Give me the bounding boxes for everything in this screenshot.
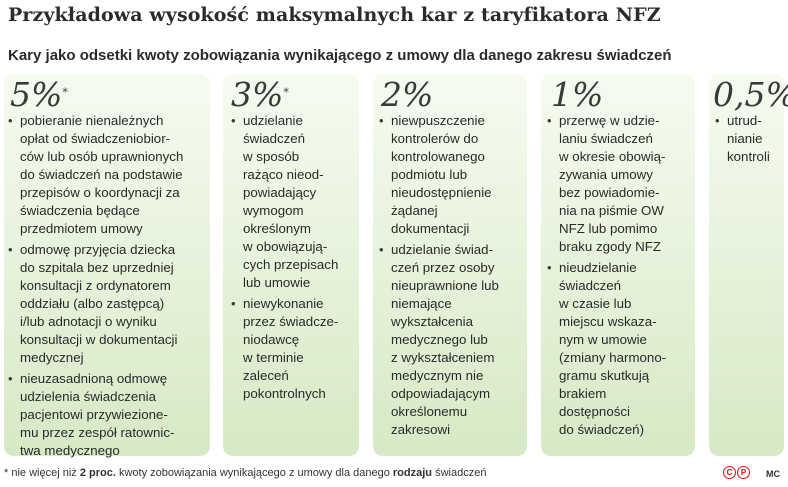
- list-item: • przerwę w udzie- laniu świadczeń w okre…: [547, 113, 666, 254]
- footnote-mark: *: [283, 86, 289, 99]
- author-initials: MC: [766, 469, 780, 479]
- penalty-column-1: 1% • przerwę w udzie- laniu świadczeń w o…: [541, 74, 695, 456]
- list-item: • niewykonanie przez świadcze- niodawcę w…: [231, 296, 339, 401]
- percent-heading: 0,5%: [713, 75, 788, 114]
- list-item: • udzielanie świad- czeń przez osoby nieu…: [379, 242, 499, 437]
- penalty-column-0-5: 0,5% •utrud- nianie kontroli: [709, 74, 788, 456]
- list-item: • pobieranie nienależnych opłat od świadc…: [8, 113, 184, 236]
- percent-heading: 3%*: [231, 75, 289, 114]
- infographic-title: Przykładowa wysokość maksymalnych kar z …: [8, 4, 661, 26]
- list-item: • nieudzielanie świadczeń w czasie lub mi…: [547, 260, 667, 437]
- percent-heading: 1%: [551, 75, 604, 114]
- footnote-mark: *: [62, 86, 68, 99]
- percent-heading: 5%*: [10, 75, 68, 114]
- percent-heading: 2%: [381, 75, 434, 114]
- penalty-column-3: 3%* • udzielanie świadczeń w sposób rażąc…: [223, 74, 359, 456]
- list-item: • odmowę przyjęcia dziecka do szpitala be…: [8, 242, 178, 365]
- list-item: • niewpuszczenie kontrolerów do kontrolow…: [379, 113, 492, 236]
- penalty-column-5: 5%* • pobieranie nienależnych opłat od św…: [4, 74, 210, 458]
- list-item: • udzielanie świadczeń w sposób rażąco ni…: [231, 113, 339, 290]
- list-item: • nieuzasadnioną odmowę udzielenia świadc…: [8, 371, 175, 458]
- footnote: * nie więcej niż 2 proc. kwoty zobowiąza…: [4, 467, 487, 479]
- infographic-subtitle: Kary jako odsetki kwoty zobowiązania wyn…: [8, 47, 672, 64]
- penalty-column-2: 2% • niewpuszczenie kontrolerów do kontro…: [373, 74, 527, 456]
- list-item: • utrud- nianie kontroli: [715, 113, 770, 164]
